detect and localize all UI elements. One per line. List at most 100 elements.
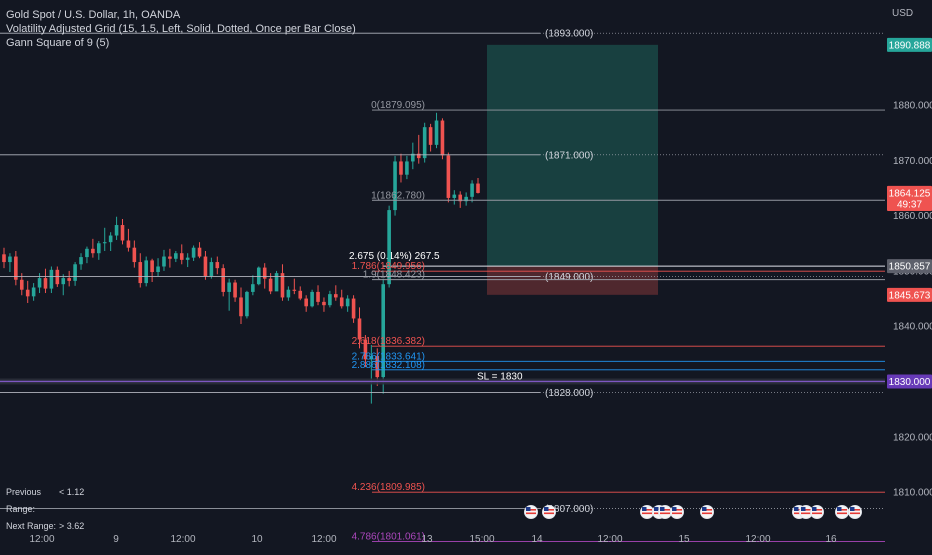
candle: [310, 289, 314, 308]
price-tag-bg: [887, 197, 932, 212]
candle: [256, 266, 261, 286]
candle: [14, 251, 18, 286]
price-tag-bg: [887, 185, 932, 200]
x-tick-label: 12:00: [597, 534, 622, 545]
fib-level-label: 1.9(1848.423): [363, 270, 425, 281]
axes-layer: USD1880.0001870.0001860.0001850.0001840.…: [29, 0, 932, 550]
flag-stripe: [702, 512, 712, 515]
candle-body: [399, 161, 403, 175]
indicator-volatility-grid[interactable]: Volatility Adjusted Grid (15, 1.5, Left,…: [6, 23, 356, 35]
candle: [405, 155, 409, 180]
flag-stripe: [837, 509, 847, 511]
candle-body: [102, 242, 107, 244]
price-tag: 1845.673: [887, 287, 932, 302]
candle: [416, 134, 421, 164]
symbol-title[interactable]: Gold Spot / U.S. Dollar, 1h, OANDA: [6, 9, 181, 21]
candle: [227, 278, 231, 311]
fib-level-label: 2.618(1836.382): [352, 336, 425, 347]
candle-body: [357, 318, 362, 340]
candle: [85, 246, 89, 264]
x-tick-label: 12:00: [745, 534, 770, 545]
x-tick-label: 16: [825, 534, 837, 545]
flag-canton: [702, 507, 707, 511]
price-tag-bg: [887, 37, 932, 52]
event-marker-flag-icon: [542, 505, 556, 519]
candle: [239, 287, 243, 324]
candle-body: [8, 256, 12, 263]
flag-canton: [850, 507, 855, 511]
candle-body: [221, 268, 226, 292]
candle: [114, 216, 119, 240]
candle-body: [286, 289, 291, 298]
candle-body: [322, 301, 326, 306]
flag-stripe: [526, 512, 536, 515]
candle: [91, 238, 95, 258]
candle: [197, 242, 202, 259]
y-tick-label: 1860.000: [893, 211, 932, 222]
candle: [185, 253, 190, 268]
candle: [61, 274, 66, 296]
fib-level-label: 1(1862.780): [371, 190, 425, 201]
candle: [132, 240, 137, 268]
candle-body: [114, 225, 119, 236]
candle: [399, 153, 403, 183]
candle-body: [227, 282, 231, 292]
price-tag-text: 1890.888: [889, 40, 931, 51]
candle: [393, 155, 397, 216]
fib-level-label: 1.786(1849.956): [352, 261, 425, 272]
candle-body: [132, 247, 137, 263]
candle: [43, 268, 48, 294]
range-info-panel: Previous Range: < 1.12 Next Range: > 3.6…: [6, 484, 84, 535]
y-tick-label: 1810.000: [893, 488, 932, 499]
candle-body: [345, 298, 350, 307]
candle: [440, 118, 445, 160]
flag-stripe: [660, 512, 670, 515]
candle-body: [351, 298, 356, 319]
candle: [215, 256, 220, 275]
candle: [73, 262, 77, 286]
candle-body: [85, 248, 89, 258]
candle: [428, 123, 433, 152]
candle: [345, 295, 350, 312]
candle-body: [79, 257, 83, 265]
candle: [316, 285, 320, 306]
price-tag-text: 1850.857: [889, 262, 931, 273]
candle: [262, 263, 267, 289]
fib-level-label: 2.886(1832.108): [352, 360, 425, 371]
price-tag: 49:37: [887, 197, 932, 212]
price-tag-bg: [887, 287, 932, 302]
candle-body: [440, 120, 445, 156]
x-tick-label: 12:00: [170, 534, 195, 545]
candle-body: [458, 194, 463, 202]
candle: [191, 245, 196, 261]
candle: [470, 180, 474, 203]
y-tick-label: 1870.000: [893, 156, 932, 167]
candle-body: [67, 278, 71, 281]
candle-body: [411, 153, 415, 162]
indicator-gann-square[interactable]: Gann Square of 9 (5): [6, 37, 110, 49]
candle-body: [416, 153, 421, 159]
x-tick-label: 12:00: [311, 534, 336, 545]
candle: [156, 258, 160, 277]
candle: [322, 297, 326, 312]
candle-body: [43, 278, 48, 289]
candle-body: [470, 183, 474, 197]
position-zones: 2.675 (0.14%) 267.5: [349, 44, 885, 295]
candle-body: [369, 356, 374, 360]
candle: [274, 270, 279, 292]
price-tag: 1864.125: [887, 185, 932, 200]
price-tag-bg: [887, 259, 932, 274]
levels-layer: (1893.000) (1871.000) (1849.000) (1828.000)…: [0, 29, 885, 542]
candle: [422, 122, 427, 163]
grid-level-label: (1893.000): [545, 29, 593, 40]
target-zone: [487, 44, 658, 267]
candle-body: [316, 291, 320, 302]
price-tag-bg: [887, 374, 932, 389]
next-range-row: Next Range: > 3.62: [6, 518, 84, 535]
candle-body: [304, 298, 308, 307]
candles-layer: [2, 112, 480, 404]
y-tick-label: 1820.000: [893, 432, 932, 443]
fib-level-label: 2.786(1833.641): [352, 351, 425, 362]
